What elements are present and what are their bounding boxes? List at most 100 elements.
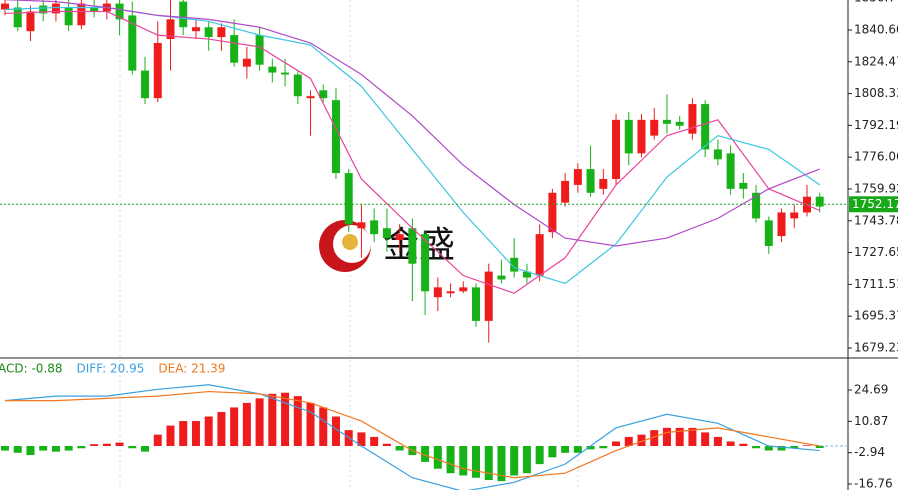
macd-bar	[421, 446, 430, 462]
y-tick-label: 1792.19	[854, 118, 898, 132]
macd-bar	[612, 441, 621, 447]
candle-body	[64, 7, 73, 26]
candle-body	[293, 74, 302, 97]
macd-bar	[357, 432, 366, 447]
macd-bar	[90, 444, 99, 447]
y-tick-label: 1808.33	[854, 86, 898, 100]
legend-entry: ACD: -0.88	[0, 362, 63, 376]
candle-body	[752, 192, 761, 219]
candle-body	[459, 287, 468, 292]
macd-bar	[293, 396, 302, 447]
macd-bar	[382, 443, 391, 447]
macd-bar	[624, 436, 633, 447]
candle-body	[510, 257, 519, 272]
candle-body	[382, 228, 391, 239]
macd-bar	[815, 446, 824, 448]
macd-bar	[306, 402, 315, 447]
candle-body	[815, 196, 824, 207]
indicator-line	[4, 0, 820, 247]
candle-body	[637, 119, 646, 154]
macd-bar	[484, 446, 493, 481]
candle-body	[548, 192, 557, 233]
candle-body	[281, 72, 290, 75]
macd-bar	[752, 446, 761, 449]
candle-body	[586, 169, 595, 193]
macd-bar	[802, 445, 811, 447]
macd-bar	[141, 446, 150, 452]
y-tick-label: 24.69	[854, 383, 888, 397]
macd-bar	[764, 446, 773, 451]
y-tick-label: 10.87	[854, 414, 888, 428]
macd-bar	[13, 446, 22, 453]
candle-body	[535, 234, 544, 276]
macd-bar	[459, 446, 468, 476]
macd-bar	[472, 446, 481, 478]
candle-body	[408, 228, 417, 264]
macd-bar	[662, 427, 671, 447]
macd-bar	[230, 407, 239, 447]
macd-bar	[204, 416, 213, 447]
y-tick-label: 1743.78	[854, 213, 898, 227]
candle-body	[624, 119, 633, 154]
macd-bar	[166, 425, 175, 447]
macd-bar	[688, 427, 697, 447]
macd-bar	[497, 446, 506, 482]
candle-body	[421, 234, 430, 292]
macd-bar	[650, 430, 659, 447]
macd-bar	[586, 446, 595, 450]
candle-body	[77, 3, 86, 26]
candle-body	[497, 275, 506, 280]
candle-body	[650, 119, 659, 136]
candle-body	[764, 220, 773, 246]
candle-body	[306, 96, 315, 99]
candle-body	[1, 3, 9, 10]
candle-body	[433, 287, 442, 298]
candle-body	[217, 27, 226, 38]
macd-bar	[713, 436, 722, 447]
candle-body	[331, 100, 340, 174]
macd-bar	[153, 434, 162, 447]
candle-body	[191, 27, 200, 32]
macd-bar	[433, 446, 442, 469]
indicator-line	[5, 390, 820, 479]
macd-bar	[51, 446, 60, 452]
y-tick-label: 1824.47	[854, 54, 898, 68]
candle-body	[739, 182, 748, 189]
candle-body	[153, 42, 162, 99]
candle-body	[395, 234, 404, 241]
macd-bar	[77, 446, 86, 449]
candle-body	[319, 90, 328, 99]
macd-bar	[64, 446, 73, 451]
indicator-line	[4, 10, 820, 294]
macd-bar	[26, 446, 35, 456]
macd-bar	[319, 407, 328, 447]
candle-body	[255, 35, 264, 65]
macd-bar	[128, 446, 137, 449]
macd-bar	[790, 446, 799, 449]
macd-bar	[510, 446, 519, 476]
y-tick-label: 1679.23	[854, 340, 898, 354]
macd-bar	[395, 446, 404, 451]
macd-bar	[637, 434, 646, 447]
candle-body	[115, 3, 124, 20]
candle-body	[561, 180, 570, 203]
candle-body	[344, 173, 353, 225]
macd-bar	[535, 446, 544, 465]
macd-bar	[599, 446, 608, 449]
macd-bar	[522, 446, 531, 474]
candle-body	[573, 169, 582, 185]
legend-entry: DIFF: 20.95	[77, 362, 145, 376]
macd-bar	[701, 432, 710, 447]
candle-body	[179, 1, 188, 28]
watermark-text: 金盛	[383, 225, 455, 266]
macd-bar	[726, 441, 735, 447]
candle-body	[90, 7, 99, 12]
macd-bar	[446, 446, 455, 474]
candle-body	[446, 291, 455, 294]
macd-bar	[573, 446, 582, 453]
macd-bar	[115, 442, 124, 447]
y-tick-label: -2.94	[854, 445, 885, 459]
y-tick-label: 1727.65	[854, 245, 898, 259]
macd-bar	[242, 402, 251, 447]
